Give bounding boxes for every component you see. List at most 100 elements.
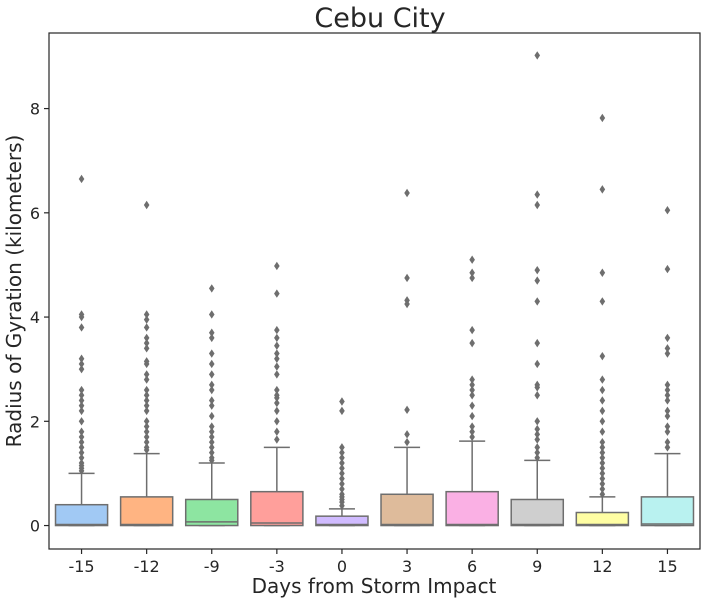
outlier-point xyxy=(404,296,410,305)
outlier-point xyxy=(274,427,280,436)
outlier-point xyxy=(208,422,215,431)
outlier-point xyxy=(599,458,606,468)
outlier-point xyxy=(78,448,85,457)
outlier-point xyxy=(534,200,541,210)
outlier-point xyxy=(469,411,475,421)
outlier-point xyxy=(274,417,280,426)
outlier-point xyxy=(534,430,541,439)
outlier-point xyxy=(664,206,671,215)
box-group-0 xyxy=(315,397,369,527)
outlier-point xyxy=(664,264,671,274)
box-group-6 xyxy=(445,255,499,527)
outlier-point xyxy=(339,458,345,468)
outlier-point xyxy=(208,333,215,343)
outlier-point xyxy=(208,443,215,452)
outlier-point xyxy=(664,385,671,395)
outlier-point xyxy=(534,297,541,306)
y-tick-label: 0 xyxy=(30,517,40,536)
outlier-point xyxy=(274,370,280,379)
outlier-point xyxy=(274,333,280,343)
outlier-point xyxy=(143,427,150,436)
outlier-point xyxy=(274,385,280,395)
outlier-point xyxy=(78,417,85,426)
outlier-point xyxy=(599,479,606,489)
outlier-point xyxy=(664,349,671,358)
box-group--9 xyxy=(184,284,239,527)
outlier-point xyxy=(274,391,280,400)
outlier-point xyxy=(599,464,606,473)
outlier-point xyxy=(534,443,541,452)
outlier-point xyxy=(664,422,671,431)
outlier-point xyxy=(339,448,345,457)
outlier-point xyxy=(274,341,280,350)
outlier-point xyxy=(143,417,150,426)
outlier-point xyxy=(208,432,215,442)
outlier-point xyxy=(599,484,606,494)
outlier-point xyxy=(469,268,475,277)
outlier-point xyxy=(274,325,280,335)
outlier-point xyxy=(599,375,606,384)
outlier-point xyxy=(143,310,150,319)
outlier-point xyxy=(78,401,85,410)
x-tick-label: -12 xyxy=(134,557,160,576)
box-12 xyxy=(575,511,630,527)
outlier-point xyxy=(534,190,541,199)
x-tick-label: -15 xyxy=(68,557,94,576)
outlier-point xyxy=(599,417,606,426)
outlier-point xyxy=(143,443,150,452)
outlier-point xyxy=(208,437,215,447)
outlier-point xyxy=(78,427,85,436)
outlier-point xyxy=(78,396,85,405)
outlier-point xyxy=(208,401,215,410)
x-tick-label: 12 xyxy=(592,557,612,576)
outlier-point xyxy=(274,261,280,271)
x-tick-label: -3 xyxy=(269,557,285,576)
outlier-point xyxy=(404,188,410,198)
outlier-point xyxy=(469,422,475,431)
x-tick-label: 0 xyxy=(337,557,347,576)
outlier-point xyxy=(534,338,541,348)
box-group-3 xyxy=(380,188,434,527)
outlier-point xyxy=(339,406,345,416)
outlier-point xyxy=(599,490,606,499)
outlier-point xyxy=(664,391,671,400)
outlier-point xyxy=(599,396,606,405)
box-group-15 xyxy=(640,206,695,527)
outlier-point xyxy=(274,435,280,444)
outlier-point xyxy=(143,437,150,447)
outlier-point xyxy=(208,380,215,390)
outlier-point xyxy=(78,406,85,416)
outlier-point xyxy=(469,375,475,384)
outlier-point xyxy=(78,391,85,400)
outlier-point xyxy=(78,364,85,374)
outlier-point xyxy=(469,385,475,395)
outlier-point xyxy=(274,354,280,363)
outlier-point xyxy=(469,255,475,264)
axes-frame xyxy=(48,32,701,550)
outlier-point xyxy=(78,385,85,395)
outlier-point xyxy=(143,396,150,405)
outlier-point xyxy=(78,453,85,462)
outlier-point xyxy=(143,315,150,324)
outlier-point xyxy=(339,490,345,499)
x-tick-label: 3 xyxy=(402,557,412,576)
outlier-point xyxy=(274,289,280,298)
outlier-point xyxy=(208,396,215,405)
outlier-point xyxy=(208,385,215,395)
outlier-point xyxy=(78,323,85,332)
outlier-point xyxy=(339,484,345,494)
outlier-point xyxy=(664,333,671,343)
outlier-point xyxy=(78,359,85,369)
outlier-point xyxy=(208,359,215,369)
outlier-point xyxy=(143,401,150,410)
y-tick-label: 2 xyxy=(30,412,40,431)
outlier-point xyxy=(78,174,85,184)
outlier-point xyxy=(78,432,85,442)
outlier-point xyxy=(599,469,606,478)
outlier-point xyxy=(208,349,215,358)
outlier-point xyxy=(339,469,345,478)
outlier-point xyxy=(143,357,150,366)
x-tick-label: 15 xyxy=(657,557,677,576)
outlier-point xyxy=(599,385,606,395)
